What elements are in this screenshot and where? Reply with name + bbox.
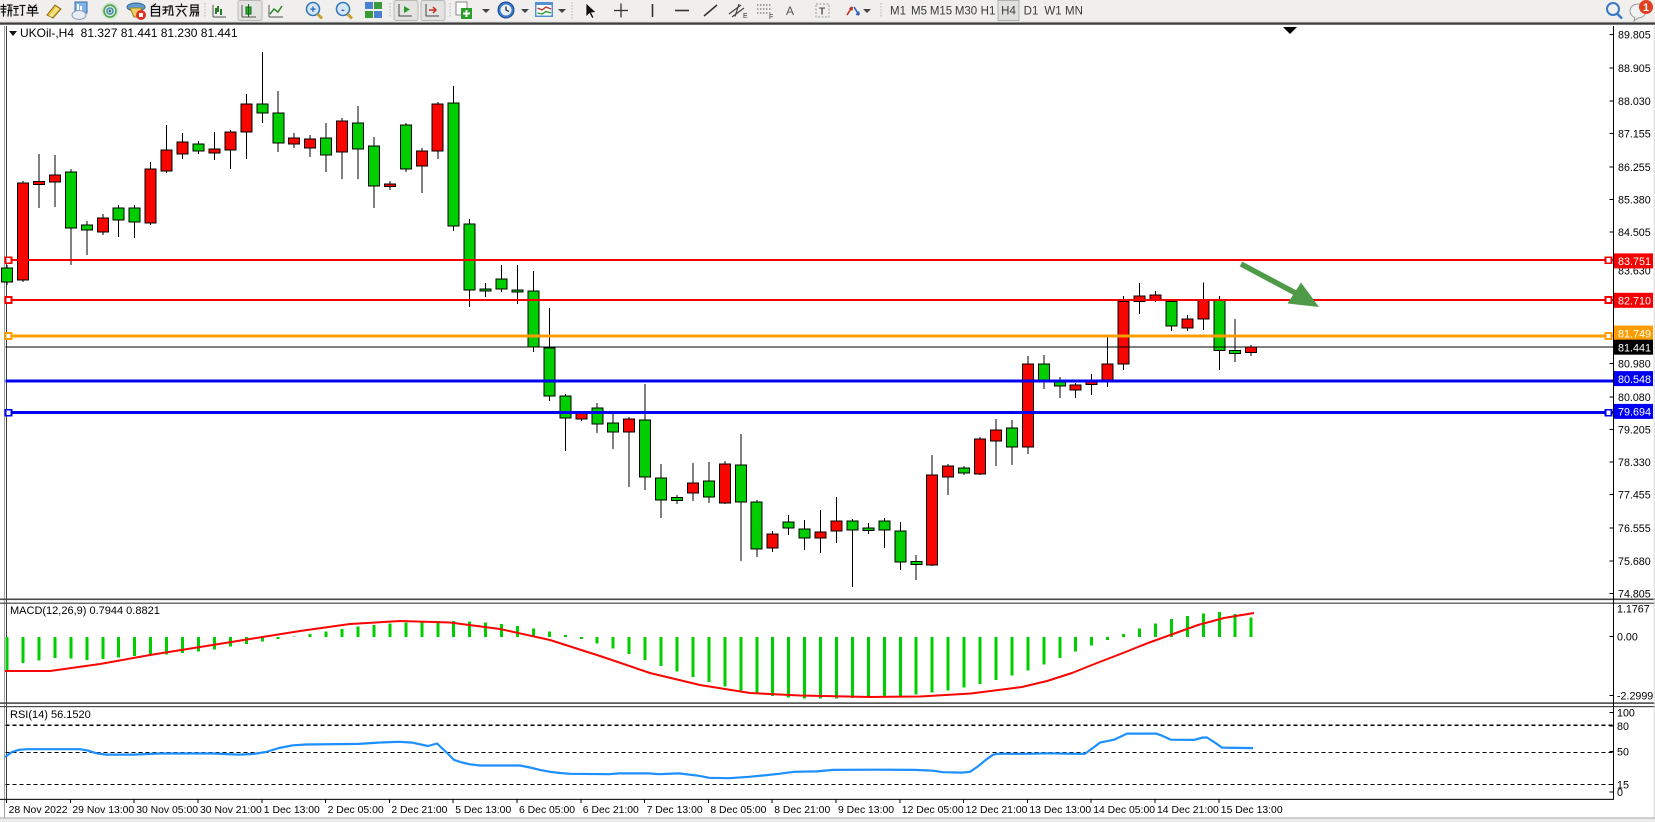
svg-text:M15: M15 (930, 6, 952, 18)
svg-text:T: T (819, 7, 825, 18)
svg-text:9 Dec 13:00: 9 Dec 13:00 (838, 805, 894, 816)
svg-text:D1: D1 (1024, 6, 1039, 18)
svg-text:80.548: 80.548 (1618, 374, 1651, 386)
svg-text:8 Dec 05:00: 8 Dec 05:00 (710, 805, 766, 816)
svg-text:5 Dec 13:00: 5 Dec 13:00 (455, 805, 511, 816)
svg-text:80.080: 80.080 (1618, 392, 1651, 404)
svg-text:14 Dec 21:00: 14 Dec 21:00 (1157, 805, 1219, 816)
svg-text:78.330: 78.330 (1618, 457, 1651, 469)
svg-text:2 Dec 21:00: 2 Dec 21:00 (391, 805, 447, 816)
svg-text:UKOil-,H4 81.327 81.441 81.23: UKOil-,H4 81.327 81.441 81.230 81.441 (20, 26, 238, 40)
svg-text:A: A (786, 4, 794, 18)
svg-text:86.255: 86.255 (1618, 162, 1651, 174)
svg-text:+: + (310, 4, 316, 16)
svg-text:74.805: 74.805 (1618, 588, 1651, 600)
svg-text:84.505: 84.505 (1618, 227, 1651, 239)
svg-text:89.805: 89.805 (1618, 30, 1651, 42)
svg-text:F: F (769, 14, 773, 21)
svg-text:M30: M30 (955, 6, 977, 18)
svg-text:-: - (341, 4, 345, 16)
svg-text:1 Dec 13:00: 1 Dec 13:00 (264, 805, 320, 816)
svg-text:88.030: 88.030 (1618, 96, 1651, 108)
svg-text:81.441: 81.441 (1618, 342, 1651, 354)
svg-text:12 Dec 21:00: 12 Dec 21:00 (966, 805, 1028, 816)
svg-text:-2.2999: -2.2999 (1617, 691, 1653, 703)
svg-text:0.00: 0.00 (1617, 632, 1638, 644)
svg-text:83.630: 83.630 (1618, 266, 1651, 278)
svg-text:30 Nov 05:00: 30 Nov 05:00 (136, 805, 198, 816)
svg-text:0: 0 (1617, 787, 1623, 799)
svg-text:8 Dec 21:00: 8 Dec 21:00 (774, 805, 830, 816)
svg-text:13 Dec 13:00: 13 Dec 13:00 (1029, 805, 1091, 816)
svg-text:88.905: 88.905 (1618, 63, 1651, 75)
svg-text:7 Dec 13:00: 7 Dec 13:00 (647, 805, 703, 816)
svg-text:1: 1 (1643, 2, 1649, 14)
svg-text:W1: W1 (1044, 6, 1061, 18)
svg-text:29 Nov 13:00: 29 Nov 13:00 (72, 805, 134, 816)
svg-text:81.749: 81.749 (1618, 328, 1651, 340)
svg-text:30 Nov 21:00: 30 Nov 21:00 (200, 805, 262, 816)
svg-text:12 Dec 05:00: 12 Dec 05:00 (902, 805, 964, 816)
svg-text:15 Dec 13:00: 15 Dec 13:00 (1221, 805, 1283, 816)
svg-text:H1: H1 (981, 6, 996, 18)
svg-text:MN: MN (1065, 6, 1083, 18)
svg-text:87.155: 87.155 (1618, 128, 1651, 140)
svg-text:H4: H4 (1001, 6, 1016, 18)
svg-text:1.1767: 1.1767 (1617, 604, 1650, 616)
svg-text:2 Dec 05:00: 2 Dec 05:00 (328, 805, 384, 816)
svg-text:28 Nov 2022: 28 Nov 2022 (9, 805, 68, 816)
svg-text:M1: M1 (890, 6, 906, 18)
svg-text:79.694: 79.694 (1618, 407, 1651, 419)
svg-text:14 Dec 05:00: 14 Dec 05:00 (1093, 805, 1155, 816)
svg-text:E: E (743, 13, 748, 20)
svg-text:6 Dec 21:00: 6 Dec 21:00 (583, 805, 639, 816)
svg-text:15: 15 (1617, 780, 1629, 792)
svg-text:77.455: 77.455 (1618, 490, 1651, 502)
svg-text:80: 80 (1617, 721, 1629, 733)
svg-text:83.751: 83.751 (1618, 256, 1651, 268)
svg-text:80.980: 80.980 (1618, 358, 1651, 370)
svg-text:M5: M5 (911, 6, 927, 18)
svg-text:100: 100 (1617, 708, 1635, 720)
svg-text:6 Dec 05:00: 6 Dec 05:00 (519, 805, 575, 816)
svg-text:85.380: 85.380 (1618, 195, 1651, 207)
svg-text:82.710: 82.710 (1618, 296, 1651, 308)
svg-text:76.555: 76.555 (1618, 523, 1651, 535)
svg-text:75.680: 75.680 (1618, 556, 1651, 568)
svg-text:RSI(14) 56.1520: RSI(14) 56.1520 (10, 709, 91, 721)
svg-text:MACD(12,26,9) 0.7944 0.8821: MACD(12,26,9) 0.7944 0.8821 (10, 605, 160, 617)
svg-text:79.205: 79.205 (1618, 425, 1651, 437)
svg-text:50: 50 (1617, 746, 1629, 758)
